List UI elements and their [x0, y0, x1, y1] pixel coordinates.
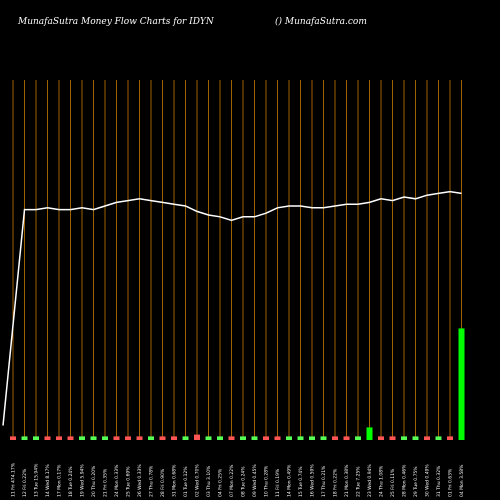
x-tick-label: 15 Tue 0.74% — [298, 466, 304, 497]
x-tick-label: 18 Fri 0.22% — [333, 468, 339, 497]
x-tick-label: 16 Wed 0.59% — [310, 464, 316, 497]
bar — [343, 436, 350, 440]
x-tick-label: 25 Fri 0.11% — [390, 468, 396, 497]
bar — [447, 436, 453, 440]
bar — [435, 436, 442, 440]
x-tick-label: 17 Mon 0.17% — [57, 464, 63, 497]
bar — [389, 436, 396, 440]
x-tick-label: 23 Wed 0.94% — [367, 464, 373, 497]
bar — [113, 436, 120, 440]
x-tick-label: 01 Tue 0.12% — [183, 466, 189, 497]
x-tick-label: 07 Mon 0.22% — [229, 464, 235, 497]
bar — [102, 436, 108, 440]
bar — [274, 436, 281, 440]
x-tick-label: 18 Tue 0.24% — [68, 466, 74, 497]
chart-subtitle: () MunafaSutra.com — [275, 16, 367, 27]
bar — [263, 436, 269, 440]
bar — [159, 436, 166, 440]
bar — [182, 436, 189, 440]
x-tick-label: 24 Mon 0.33% — [114, 464, 120, 497]
bar — [401, 436, 407, 440]
bar — [286, 436, 292, 440]
x-tick-label: 29 Tue 0.75% — [413, 466, 419, 497]
x-tick-label: 22 Tue 7.25% — [356, 466, 362, 497]
bar — [205, 436, 212, 440]
price-line — [2, 190, 462, 426]
bar — [424, 436, 430, 440]
bar — [10, 436, 16, 440]
bar — [171, 436, 177, 440]
x-tick-label: 11 Fri 474.17% — [11, 462, 17, 497]
x-tick-label: 12 Fri 0.22% — [22, 468, 28, 497]
x-tick-label: 27 Thu 0.78% — [149, 465, 155, 497]
x-tick-label: 08 Tue 0.24% — [241, 466, 247, 497]
bar — [309, 436, 315, 440]
x-tick-label: 13 Tue 15.94% — [34, 463, 40, 497]
x-tick-label: 28 Fri 0.90% — [160, 468, 166, 497]
x-tick-label: 04 Fri 0.25% — [218, 468, 224, 497]
x-tick-label: 31 Mon 0.68% — [172, 464, 178, 497]
bar — [332, 436, 338, 440]
bar — [366, 427, 373, 440]
x-tick-label: 03 Thu 3.10% — [206, 465, 212, 497]
chart-title: MunafaSutra Money Flow Charts for IDYN — [17, 17, 215, 27]
x-tick-label: 28 Mon 0.46% — [402, 464, 408, 497]
bar — [33, 436, 39, 440]
bar — [355, 436, 361, 440]
x-tick-label: 26 Wed 0.33% — [137, 464, 143, 497]
x-tick-label: 31 Thu 0.32% — [436, 465, 442, 497]
x-tick-label: 19 Wed 5.94% — [80, 464, 86, 497]
x-tick-label: 10 Thu 0.28% — [264, 465, 270, 497]
bar — [67, 436, 74, 440]
x-tick-label: 17 Thu 0.21% — [321, 465, 327, 497]
bar — [251, 436, 258, 440]
x-tick-label: 24 Thu 1.08% — [379, 465, 385, 497]
bar — [217, 436, 223, 440]
bar — [136, 436, 143, 440]
bar — [79, 436, 85, 440]
bar — [148, 436, 154, 440]
bar — [56, 436, 62, 440]
x-tick-label: 11 Fri 0.19% — [275, 468, 281, 497]
x-tick-label: 25 Tue 0.69% — [126, 466, 132, 497]
bar — [297, 436, 304, 440]
bar — [194, 434, 200, 440]
bar — [458, 328, 465, 440]
x-tick-label: 01 Fri 0.63% — [448, 468, 454, 497]
x-tick-label: 14 Mon 0.49% — [287, 464, 293, 497]
x-tick-label: 20 Thu 0.20% — [91, 465, 97, 497]
x-tick-label: 02 Wed 0.70% — [195, 464, 201, 497]
x-tick-label: 09 Wed 0.45% — [252, 464, 258, 497]
bar — [378, 436, 384, 440]
x-tick-label: 14 Wed 8.17% — [45, 464, 51, 497]
bar — [90, 436, 97, 440]
bar — [320, 436, 327, 440]
bar — [228, 436, 235, 440]
x-tick-label: 21 Fri 0.35% — [103, 468, 109, 497]
x-tick-label: 30 Wed 0.49% — [425, 464, 431, 497]
bar — [240, 436, 246, 440]
x-tick-label: 04 Mon 3.58% — [459, 464, 465, 497]
x-tick-label: 21 Mon 0.38% — [344, 464, 350, 497]
bar — [44, 436, 51, 440]
bar — [412, 436, 419, 440]
bar — [21, 436, 28, 440]
bar — [125, 436, 131, 440]
